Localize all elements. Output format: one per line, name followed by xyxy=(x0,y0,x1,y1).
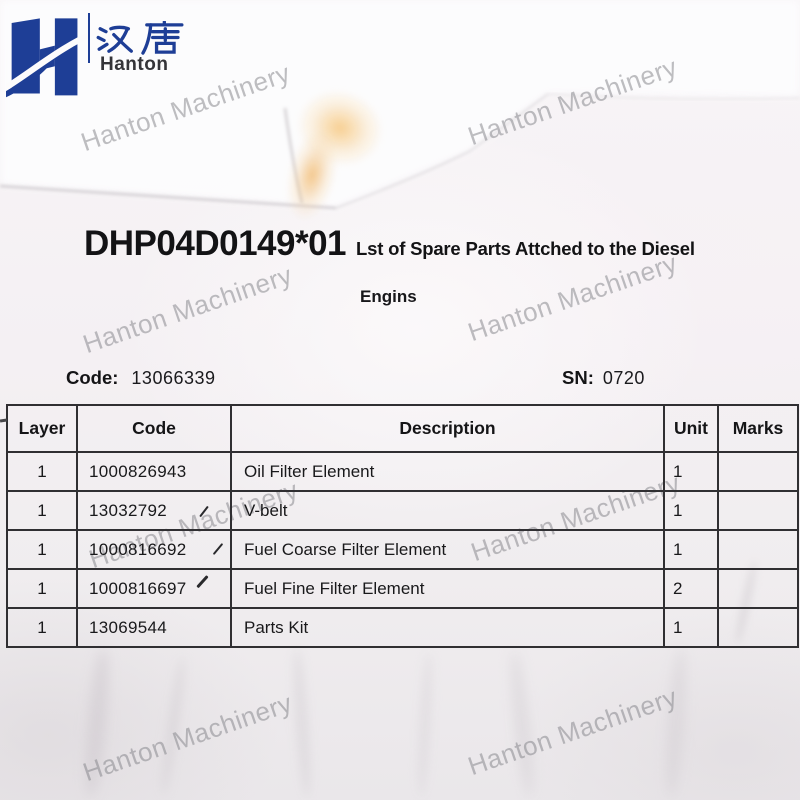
logo-chinese-characters xyxy=(96,21,184,55)
sn-value: 0720 xyxy=(602,368,645,388)
cell-marks xyxy=(717,607,799,648)
cell-description: V-belt xyxy=(230,490,665,531)
hanton-h-swoosh-icon xyxy=(6,18,100,98)
cell-layer: 1 xyxy=(6,607,78,648)
col-header-marks: Marks xyxy=(717,404,799,453)
cell-unit: 1 xyxy=(663,490,719,531)
table-row: 1 1000816692 Fuel Coarse Filter Element … xyxy=(6,529,799,570)
cell-layer: 1 xyxy=(6,568,78,609)
cell-unit: 2 xyxy=(663,568,719,609)
cell-description: Fuel Coarse Filter Element xyxy=(230,529,665,570)
cell-marks xyxy=(717,568,799,609)
cell-code: 1000826943 xyxy=(76,451,232,492)
title-text: Lst of Spare Parts Attched to the Diesel xyxy=(356,238,695,259)
table-header-row: Layer Code Description Unit Marks xyxy=(6,404,799,453)
logo-divider xyxy=(88,13,90,63)
cell-code: 1000816692 xyxy=(76,529,232,570)
cell-code: 13069544 xyxy=(76,607,232,648)
table-row: 1 1000826943 Oil Filter Element 1 xyxy=(6,451,799,492)
cell-unit: 1 xyxy=(663,451,719,492)
title-text-line2: Engins xyxy=(360,287,417,306)
code-value: 13066339 xyxy=(131,368,216,388)
cell-description: Fuel Fine Filter Element xyxy=(230,568,665,609)
table-row: 1 1000816697 Fuel Fine Filter Element 2 xyxy=(6,568,799,609)
logo-wordmark: Hanton xyxy=(100,54,169,75)
table-row: 1 13069544 Parts Kit 1 xyxy=(6,607,799,648)
col-header-unit: Unit xyxy=(663,404,719,453)
cell-layer: 1 xyxy=(6,529,78,570)
cell-code: 1000816697 xyxy=(76,568,232,609)
sn-field: SN: 0720 xyxy=(562,367,645,389)
code-label: Code: xyxy=(66,367,119,388)
col-header-description: Description xyxy=(230,404,665,453)
cell-unit: 1 xyxy=(663,607,719,648)
cell-unit: 1 xyxy=(663,529,719,570)
document-title: DHP04D0149*01 Lst of Spare Parts Attched… xyxy=(84,224,695,264)
col-header-layer: Layer xyxy=(6,404,78,453)
cell-marks xyxy=(717,451,799,492)
cell-layer: 1 xyxy=(6,490,78,531)
cell-marks xyxy=(717,490,799,531)
parts-table: Layer Code Description Unit Marks 1 1000… xyxy=(6,404,799,648)
cell-code: 13032792 xyxy=(76,490,232,531)
code-field: Code: 13066339 xyxy=(66,367,216,389)
table-row: 1 13032792 V-belt 1 xyxy=(6,490,799,531)
model-number: DHP04D0149*01 xyxy=(84,224,347,263)
col-header-code: Code xyxy=(76,404,232,453)
cell-description: Parts Kit xyxy=(230,607,665,648)
sn-label: SN: xyxy=(562,367,594,388)
cell-description: Oil Filter Element xyxy=(230,451,665,492)
cell-layer: 1 xyxy=(6,451,78,492)
cell-marks xyxy=(717,529,799,570)
